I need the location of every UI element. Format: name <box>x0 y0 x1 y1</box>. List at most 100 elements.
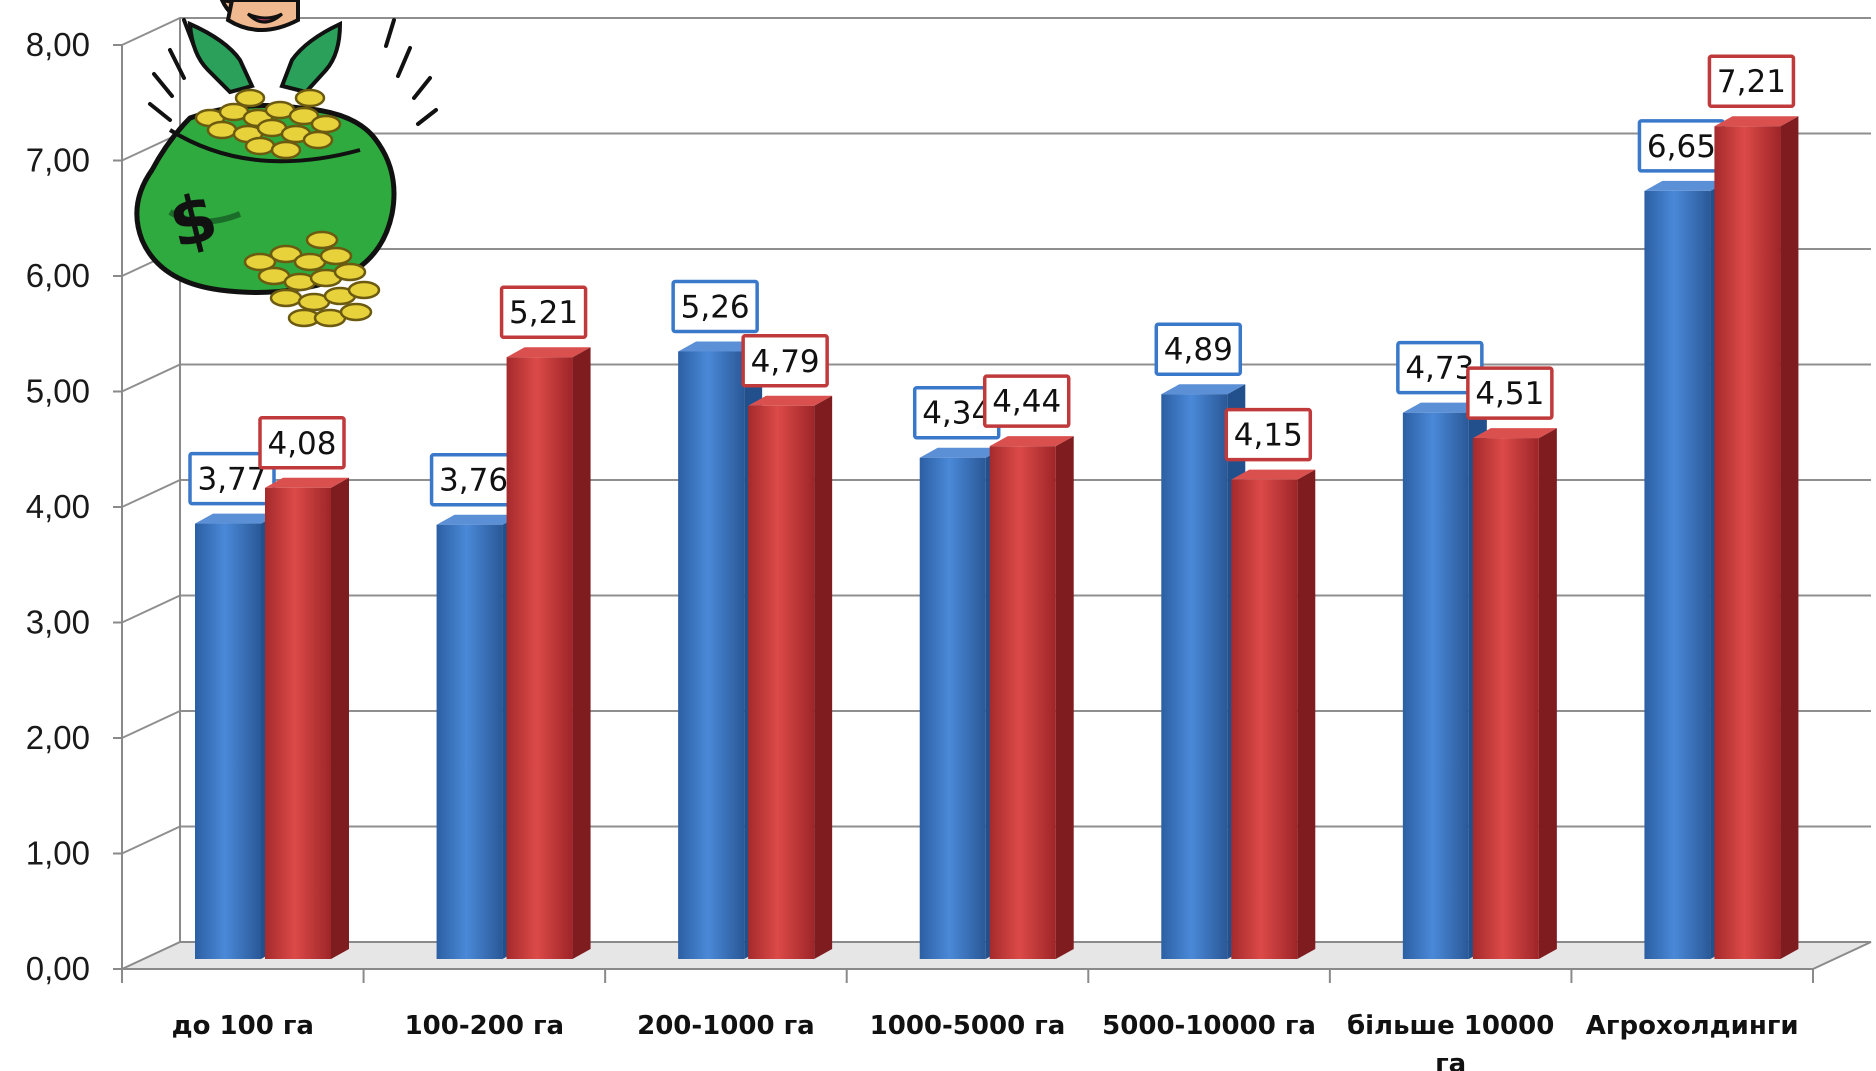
bar-top <box>436 514 521 525</box>
data-label-text: 4,34 <box>922 396 991 432</box>
bar-top <box>506 347 591 358</box>
bar-top <box>195 513 279 524</box>
data-label-box <box>741 334 829 388</box>
y-tick-label: 8,00 <box>26 26 90 63</box>
bar-top <box>265 477 349 488</box>
bar <box>1472 428 1557 960</box>
bar <box>1231 469 1316 959</box>
bar-front <box>678 351 745 960</box>
bar-top <box>1472 428 1557 439</box>
x-tick-label: 100-200 га <box>405 1011 565 1041</box>
bar-front <box>1231 479 1298 959</box>
bar-front <box>919 457 986 959</box>
x-tick-label: 1000-5000 га <box>870 1011 1066 1041</box>
x-tick-label: більше 10000 <box>1347 1011 1554 1041</box>
data-label-box <box>982 374 1071 428</box>
bar <box>1714 116 1799 960</box>
bar-top <box>748 395 833 406</box>
bar-front <box>1161 394 1228 960</box>
data-label: 3,76 <box>429 452 518 507</box>
data-label: 4,15 <box>1224 407 1313 462</box>
y-tick-label: 5,00 <box>26 373 90 410</box>
data-label: 5,21 <box>499 285 588 339</box>
data-label-box <box>1707 54 1796 108</box>
bar-top <box>919 447 1004 458</box>
bar <box>989 436 1074 959</box>
bar-side <box>331 477 349 959</box>
x-tick-label: 200-1000 га <box>637 1011 815 1041</box>
data-label-text: 4,15 <box>1234 418 1303 454</box>
bar-top <box>1714 116 1799 127</box>
bar-front <box>1714 126 1781 960</box>
bar-side <box>814 395 833 959</box>
data-label: 4,79 <box>741 334 829 388</box>
y-tick-label: 2,00 <box>26 719 90 756</box>
x-tick-label: Агрохолдинги <box>1586 1011 1799 1041</box>
data-label-text: 3,76 <box>439 463 508 499</box>
bar-top <box>678 341 763 352</box>
data-label: 4,51 <box>1466 366 1554 420</box>
data-label-text: 3,77 <box>197 462 266 498</box>
data-label-text: 4,08 <box>267 426 336 462</box>
bar-front <box>265 487 331 959</box>
bar-top <box>1644 180 1729 191</box>
data-label-text: 4,73 <box>1405 351 1474 387</box>
x-tick-labels: до 100 га 100-200 га 200-1000 га 1000-5000 … <box>172 1011 1799 1071</box>
data-label: 6,65 <box>1637 119 1726 173</box>
data-label: 4,08 <box>258 416 346 470</box>
y-tick-label: 7,00 <box>26 142 90 179</box>
x-tick-label: 5000-10000 га <box>1102 1011 1316 1041</box>
bar-side <box>1538 428 1557 960</box>
data-label-text: 4,51 <box>1475 376 1544 412</box>
bar-top <box>989 436 1074 447</box>
data-label: 4,44 <box>982 374 1071 428</box>
bar-front <box>436 524 503 959</box>
data-label-box <box>671 279 759 334</box>
data-label-box <box>188 451 276 506</box>
bar <box>506 347 591 959</box>
data-label-text: 7,21 <box>1717 64 1786 100</box>
data-label-box <box>499 285 588 339</box>
money-bag-icon: $ <box>134 0 438 328</box>
y-tick-label: 0,00 <box>26 950 90 987</box>
data-label-text: 4,89 <box>1164 332 1233 368</box>
bar <box>265 477 349 959</box>
data-label-text: 5,21 <box>509 295 578 331</box>
bar-front <box>1644 190 1711 960</box>
data-label-text: 6,65 <box>1647 129 1716 165</box>
x-tick-label: до 100 га <box>172 1011 314 1041</box>
data-label-text: 5,26 <box>681 289 750 325</box>
x-tick-label: га <box>1435 1049 1466 1071</box>
y-tick-labels: 0,00 1,00 2,00 3,00 4,00 5,00 6,00 7,00 8,00 <box>26 26 90 987</box>
bar-top <box>1161 384 1246 395</box>
bar-side <box>1780 116 1799 960</box>
bar-top <box>1402 402 1487 413</box>
data-label-box <box>1224 407 1313 462</box>
data-label: 5,26 <box>671 279 759 334</box>
y-tick-label: 6,00 <box>26 257 90 294</box>
bar-side <box>1055 436 1074 959</box>
data-label-box <box>1466 366 1554 420</box>
data-label: 7,21 <box>1707 54 1796 108</box>
y-tick-label: 1,00 <box>26 835 90 872</box>
y-tick-label: 4,00 <box>26 488 90 525</box>
bars: 3,77 3,76 5,26 4,34 4,89 4,73 6,65 4,08 5,21 4,79… <box>188 54 1799 960</box>
data-label-text: 4,79 <box>751 344 820 380</box>
data-label-box <box>258 416 346 470</box>
gridline <box>121 17 1871 46</box>
bar-side <box>572 347 591 959</box>
bar-front <box>195 523 261 959</box>
bar-front <box>989 446 1056 959</box>
y-tick-label: 3,00 <box>26 604 90 641</box>
data-label-text: 4,44 <box>992 384 1061 420</box>
bar-front <box>748 405 815 959</box>
bar-front <box>1402 412 1469 959</box>
bar-front <box>1472 438 1539 960</box>
bar-front <box>506 357 573 959</box>
data-label: 4,89 <box>1154 322 1243 376</box>
bar-top <box>1231 469 1316 480</box>
data-label: 3,77 <box>188 451 276 506</box>
gridline <box>121 248 1871 277</box>
bar-side <box>1297 469 1316 959</box>
